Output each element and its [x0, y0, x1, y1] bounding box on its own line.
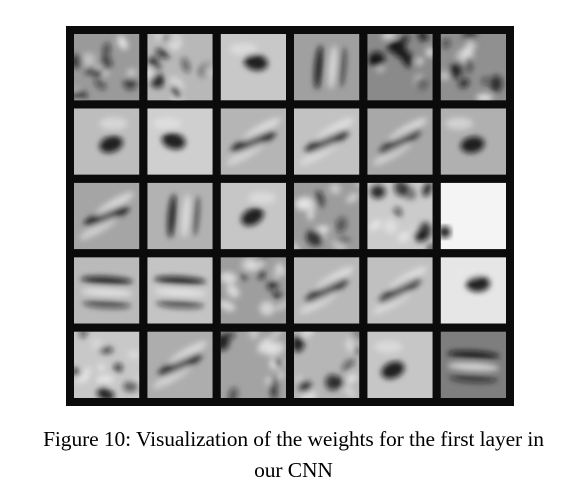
filter-tile — [74, 257, 140, 324]
filter-tile — [220, 108, 286, 175]
filter-tile — [440, 34, 506, 101]
filter-tile — [440, 182, 506, 250]
filter-tile — [74, 331, 140, 399]
filter-tile — [147, 257, 213, 324]
filter-tile — [147, 108, 213, 175]
filter-tile — [440, 108, 506, 175]
filter-grid-image — [66, 26, 514, 406]
filter-tile — [294, 257, 360, 324]
filter-tile — [367, 34, 433, 101]
filter-tile — [74, 34, 140, 101]
filter-tile — [220, 331, 286, 399]
filter-tile — [367, 108, 433, 175]
filter-tile — [294, 182, 360, 250]
filter-tile — [294, 108, 360, 175]
filter-tile — [220, 34, 286, 101]
figure-caption-line-1: Figure 10: Visualization of the weights … — [43, 427, 544, 451]
cnn-filter-visualization — [66, 26, 514, 406]
filter-tile — [294, 331, 360, 399]
filter-tile — [147, 182, 213, 250]
filter-tile — [74, 108, 140, 175]
filter-tile — [294, 34, 360, 101]
filter-tile — [367, 331, 433, 398]
figure-caption-line-2: our CNN — [254, 458, 333, 482]
filter-tile — [440, 257, 506, 324]
filter-tile — [220, 257, 287, 324]
grid-frame — [66, 26, 514, 406]
filter-tile — [367, 182, 433, 250]
filter-tile — [147, 34, 213, 101]
figure-caption: Figure 10: Visualization of the weights … — [20, 424, 567, 486]
filter-tile — [440, 331, 506, 398]
filter-tile — [74, 182, 140, 250]
filter-tile — [147, 331, 213, 398]
filter-tile — [220, 182, 286, 250]
filter-tile — [367, 257, 433, 324]
